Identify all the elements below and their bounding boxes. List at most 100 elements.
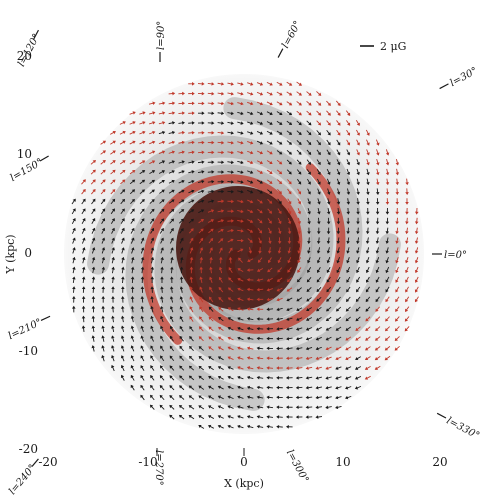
field-arrow [160, 296, 164, 303]
field-arrow [246, 307, 254, 311]
field-arrow [101, 256, 106, 264]
field-arrow [306, 100, 312, 106]
field-arrow [306, 287, 312, 292]
field-arrow [110, 150, 116, 155]
field-arrow [160, 315, 164, 323]
field-arrow [197, 170, 205, 174]
field-arrow [316, 227, 321, 235]
field-arrow [227, 375, 234, 380]
field-arrow [276, 385, 283, 390]
field-arrow [237, 238, 244, 243]
field-arrow [266, 179, 273, 184]
field-arrow [365, 316, 371, 322]
field-arrow [266, 277, 273, 282]
field-arrow [247, 209, 254, 214]
field-arrow [266, 160, 273, 165]
field-arrow [237, 111, 244, 116]
field-arrow [395, 168, 400, 176]
field-arrow [336, 110, 341, 116]
field-arrow [168, 101, 176, 106]
field-arrow [111, 325, 115, 333]
field-arrow [307, 207, 311, 215]
field-arrow [179, 355, 185, 361]
longitude-label: l=330° [444, 415, 480, 441]
field-arrow [179, 237, 184, 244]
field-arrow [149, 404, 155, 410]
field-arrow [276, 395, 283, 400]
field-arrow [395, 188, 400, 195]
field-arrow [287, 208, 292, 215]
field-arrow [405, 207, 409, 215]
field-arrow [120, 227, 125, 234]
field-arrow [120, 189, 126, 195]
field-arrow [170, 266, 174, 274]
field-arrow [295, 385, 303, 390]
field-arrow [198, 209, 205, 214]
field-arrow [385, 247, 389, 254]
field-arrow [81, 237, 86, 244]
field-arrow [384, 336, 391, 341]
field-arrow [189, 247, 194, 254]
field-arrow [266, 140, 273, 145]
field-arrow [267, 247, 272, 254]
field-arrow [405, 217, 409, 225]
field-arrow [405, 188, 409, 195]
field-arrow [405, 257, 409, 264]
field-arrow [227, 199, 234, 204]
field-arrow [365, 227, 370, 235]
y-tick-label: 20 [17, 49, 32, 63]
field-arrow [335, 356, 342, 361]
field-arrow [178, 405, 185, 410]
field-arrow [198, 415, 205, 420]
field-arrow [315, 326, 322, 331]
field-arrow [120, 198, 126, 205]
field-arrow [356, 286, 361, 293]
field-arrow [395, 266, 399, 274]
longitude-label: l=210° [7, 317, 44, 342]
field-arrow [375, 198, 380, 205]
field-arrow [326, 237, 331, 244]
field-arrow [91, 198, 96, 205]
field-arrow [237, 248, 244, 253]
field-arrow [72, 276, 76, 284]
field-arrow [228, 277, 234, 283]
field-arrow [188, 150, 195, 155]
field-arrow [140, 296, 145, 303]
field-arrow [335, 336, 342, 341]
field-arrow [335, 395, 342, 400]
field-arrow [198, 189, 205, 194]
field-arrow [256, 111, 264, 116]
field-arrow [306, 277, 312, 283]
field-arrow [227, 111, 234, 116]
field-arrow [266, 130, 273, 135]
field-arrow [217, 209, 225, 213]
field-arrow [266, 336, 274, 341]
field-arrow [404, 316, 410, 322]
field-arrow [336, 129, 341, 136]
field-arrow [345, 376, 352, 380]
field-arrow [277, 208, 282, 215]
field-arrow [208, 237, 214, 244]
field-arrow [365, 129, 370, 136]
field-arrow [356, 188, 360, 195]
field-arrow [198, 326, 204, 332]
field-arrow [168, 179, 175, 184]
field-arrow [296, 317, 303, 321]
y-tick-label: -10 [19, 344, 38, 358]
field-arrow [385, 266, 390, 274]
field-arrow [198, 385, 205, 390]
field-arrow [179, 276, 184, 284]
field-arrow [119, 150, 126, 155]
field-arrow [199, 276, 203, 284]
field-arrow [159, 227, 164, 234]
field-arrow [326, 217, 331, 225]
field-arrow [395, 217, 399, 225]
field-arrow [306, 130, 312, 136]
field-arrow [345, 386, 352, 390]
field-arrow [169, 335, 174, 342]
field-arrow [72, 286, 76, 293]
field-arrow [246, 326, 254, 331]
field-arrow [346, 217, 351, 225]
field-arrow [197, 160, 205, 164]
field-arrow [237, 219, 244, 223]
